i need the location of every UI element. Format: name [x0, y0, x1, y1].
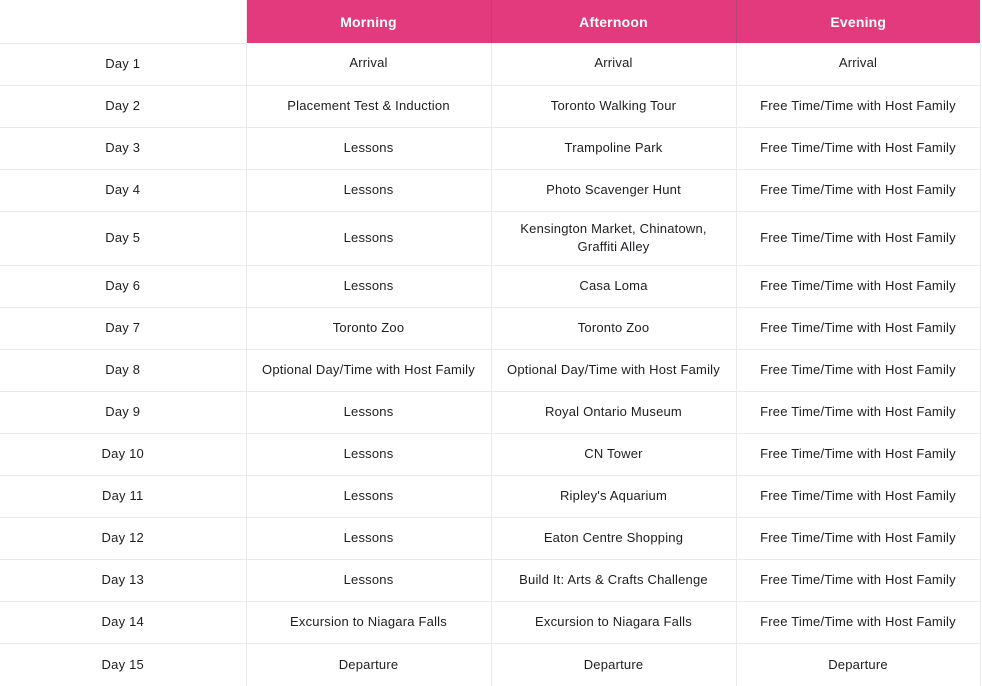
morning-activity-cell: Lessons [246, 433, 492, 477]
morning-activity-cell: Lessons [246, 169, 492, 212]
day-label-cell: Day 3 [0, 127, 247, 170]
table-row: Day 3 Lessons Trampoline Park Free Time/Tim… [0, 127, 981, 170]
morning-activity-cell: Lessons [246, 517, 492, 561]
afternoon-activity-cell: Casa Loma [491, 265, 737, 309]
table-row: Day 15 Departure Departure Departure [0, 643, 981, 686]
evening-activity-cell: Free Time/Time with Host Family [736, 559, 981, 603]
morning-activity-cell: Arrival [246, 43, 492, 86]
day-label-cell: Day 10 [0, 433, 247, 477]
day-label-cell: Day 2 [0, 85, 247, 128]
evening-activity-cell: Free Time/Time with Host Family [736, 265, 981, 309]
table-row: Day 13 Lessons Build It: Arts & Crafts Cha… [0, 559, 981, 603]
table-row: Day 4 Lessons Photo Scavenger Hunt Free Tim… [0, 169, 981, 212]
evening-activity-cell: Free Time/Time with Host Family [736, 169, 981, 212]
afternoon-activity-cell: Ripley's Aquarium [491, 475, 737, 519]
header-cell-afternoon: Afternoon [491, 0, 737, 43]
table-row: Day 8 Optional Day/Time with Host Family O… [0, 349, 981, 393]
table-row: Day 10 Lessons CN Tower Free Time/Time with… [0, 433, 981, 477]
afternoon-activity-cell: Trampoline Park [491, 127, 737, 170]
day-label-cell: Day 13 [0, 559, 247, 603]
morning-activity-cell: Toronto Zoo [246, 307, 492, 351]
day-label-cell: Day 4 [0, 169, 247, 212]
table-row: Day 14 Excursion to Niagara Falls Excursio… [0, 601, 981, 645]
evening-activity-cell: Free Time/Time with Host Family [736, 517, 981, 561]
evening-activity-cell: Free Time/Time with Host Family [736, 433, 981, 477]
day-label-cell: Day 6 [0, 265, 247, 309]
table-row: Day 7 Toronto Zoo Toronto Zoo Free Time/Tim… [0, 307, 981, 351]
table-row: Day 11 Lessons Ripley's Aquarium Free Time/… [0, 475, 981, 519]
day-label-cell: Day 15 [0, 643, 247, 686]
table-row: Day 9 Lessons Royal Ontario Museum Free Tim… [0, 391, 981, 435]
morning-activity-cell: Placement Test & Induction [246, 85, 492, 128]
morning-activity-cell: Lessons [246, 211, 492, 267]
header-cell-evening: Evening [736, 0, 980, 43]
day-label-cell: Day 12 [0, 517, 247, 561]
morning-activity-cell: Lessons [246, 127, 492, 170]
table-row: Day 1 Arrival Arrival Arrival [0, 43, 981, 86]
afternoon-activity-cell: Arrival [491, 43, 737, 86]
header-cell-morning: Morning [246, 0, 492, 43]
table-row: Day 5 Lessons Kensington Market, Chinatown… [0, 211, 981, 267]
header-cell-blank [0, 0, 247, 44]
evening-activity-cell: Free Time/Time with Host Family [736, 307, 981, 351]
morning-activity-cell: Lessons [246, 559, 492, 603]
schedule-table-body: Day 1 Arrival Arrival Arrival Day 2 Placement… [0, 43, 981, 686]
afternoon-activity-cell: Royal Ontario Museum [491, 391, 737, 435]
afternoon-activity-cell: Photo Scavenger Hunt [491, 169, 737, 212]
morning-activity-cell: Departure [246, 643, 492, 686]
afternoon-activity-cell: Toronto Walking Tour [491, 85, 737, 128]
morning-activity-cell: Optional Day/Time with Host Family [246, 349, 492, 393]
evening-activity-cell: Free Time/Time with Host Family [736, 391, 981, 435]
evening-activity-cell: Free Time/Time with Host Family [736, 85, 981, 128]
day-label-cell: Day 14 [0, 601, 247, 645]
day-label-cell: Day 5 [0, 211, 247, 267]
afternoon-activity-cell: Toronto Zoo [491, 307, 737, 351]
table-row: Day 2 Placement Test & Induction Toronto W… [0, 85, 981, 128]
afternoon-activity-cell: Departure [491, 643, 737, 686]
morning-activity-cell: Excursion to Niagara Falls [246, 601, 492, 645]
afternoon-activity-cell: Optional Day/Time with Host Family [491, 349, 737, 393]
afternoon-activity-cell: Excursion to Niagara Falls [491, 601, 737, 645]
evening-activity-cell: Departure [736, 643, 981, 686]
evening-activity-cell: Free Time/Time with Host Family [736, 127, 981, 170]
morning-activity-cell: Lessons [246, 391, 492, 435]
day-label-cell: Day 9 [0, 391, 247, 435]
afternoon-activity-cell: Build It: Arts & Crafts Challenge [491, 559, 737, 603]
header-row: Morning Afternoon Evening [0, 0, 980, 44]
evening-activity-cell: Free Time/Time with Host Family [736, 211, 981, 267]
evening-activity-cell: Free Time/Time with Host Family [736, 601, 981, 645]
evening-activity-cell: Free Time/Time with Host Family [736, 475, 981, 519]
afternoon-activity-cell: Kensington Market, Chinatown, Graffiti A… [491, 211, 737, 267]
afternoon-activity-cell: Eaton Centre Shopping [491, 517, 737, 561]
table-row: Day 12 Lessons Eaton Centre Shopping Free T… [0, 517, 981, 561]
day-label-cell: Day 7 [0, 307, 247, 351]
table-row: Day 6 Lessons Casa Loma Free Time/Time with… [0, 265, 981, 309]
morning-activity-cell: Lessons [246, 475, 492, 519]
day-label-cell: Day 1 [0, 43, 247, 86]
day-label-cell: Day 8 [0, 349, 247, 393]
day-label-cell: Day 11 [0, 475, 247, 519]
schedule-table-header: Morning Afternoon Evening [0, 0, 980, 44]
evening-activity-cell: Arrival [736, 43, 981, 86]
afternoon-activity-cell: CN Tower [491, 433, 737, 477]
morning-activity-cell: Lessons [246, 265, 492, 309]
evening-activity-cell: Free Time/Time with Host Family [736, 349, 981, 393]
